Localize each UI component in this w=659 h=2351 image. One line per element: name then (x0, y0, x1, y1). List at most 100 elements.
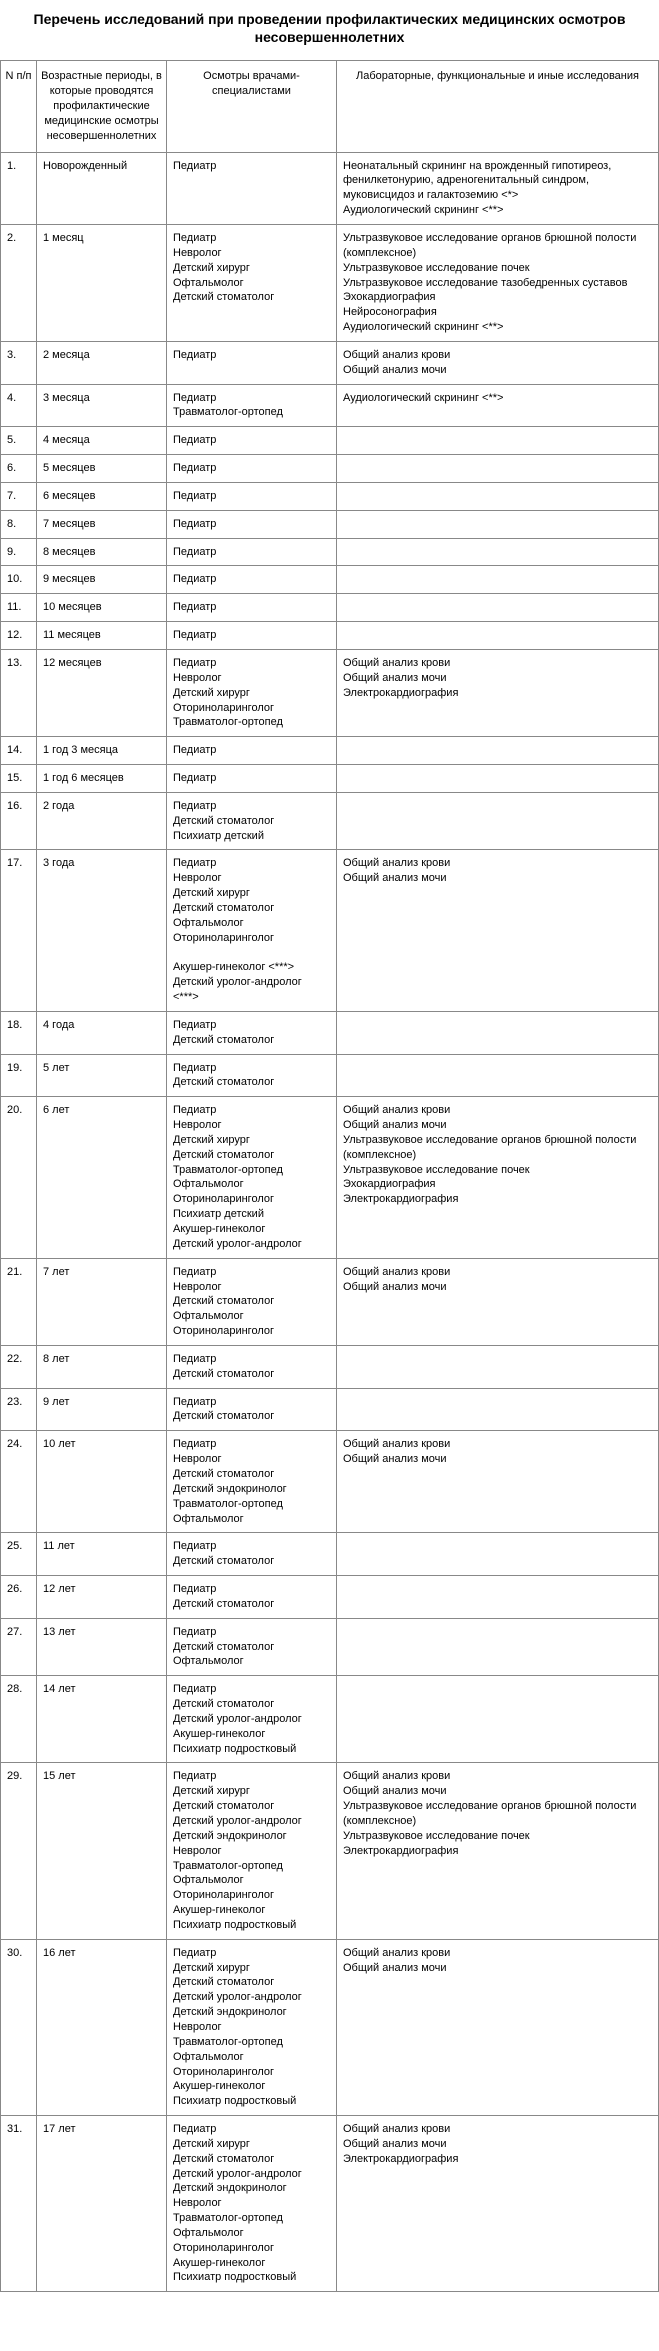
cell-num: 10. (1, 566, 37, 594)
cell-doctors: ПедиатрНеврологДетский хирургДетский сто… (167, 1097, 337, 1258)
cell-doctors: Педиатр (167, 510, 337, 538)
cell-age: 10 лет (37, 1431, 167, 1533)
cell-num: 7. (1, 482, 37, 510)
cell-age: 5 лет (37, 1054, 167, 1097)
table-row: 28.14 летПедиатрДетский стоматологДетски… (1, 1676, 659, 1763)
cell-labs: Общий анализ кровиОбщий анализ мочи (337, 1431, 659, 1533)
cell-num: 30. (1, 1939, 37, 2115)
table-row: 7.6 месяцевПедиатр (1, 482, 659, 510)
cell-labs: Общий анализ кровиОбщий анализ мочи (337, 1939, 659, 2115)
cell-num: 25. (1, 1533, 37, 1576)
cell-num: 21. (1, 1258, 37, 1345)
cell-num: 28. (1, 1676, 37, 1763)
cell-age: 9 лет (37, 1388, 167, 1431)
cell-age: 1 год 6 месяцев (37, 765, 167, 793)
cell-num: 15. (1, 765, 37, 793)
cell-labs: Общий анализ кровиОбщий анализ мочи (337, 850, 659, 1011)
document-title: Перечень исследований при проведении про… (0, 0, 659, 60)
cell-age: 3 месяца (37, 384, 167, 427)
cell-num: 5. (1, 427, 37, 455)
table-row: 18.4 годаПедиатрДетский стоматолог (1, 1011, 659, 1054)
cell-doctors: ПедиатрНеврологДетский хирургДетский сто… (167, 850, 337, 1011)
table-row: 22.8 летПедиатрДетский стоматолог (1, 1345, 659, 1388)
table-row: 31.17 летПедиатрДетский хирургДетский ст… (1, 2116, 659, 2292)
cell-labs: Неонатальный скрининг на врожденный гипо… (337, 152, 659, 224)
cell-labs: Аудиологический скрининг <**> (337, 384, 659, 427)
cell-labs: Общий анализ кровиОбщий анализ мочиУльтр… (337, 1763, 659, 1939)
cell-labs (337, 622, 659, 650)
table-row: 2.1 месяцПедиатрНеврологДетский хирургОф… (1, 224, 659, 341)
cell-num: 17. (1, 850, 37, 1011)
cell-age: 8 лет (37, 1345, 167, 1388)
cell-age: 17 лет (37, 2116, 167, 2292)
cell-doctors: ПедиатрДетский стоматологОфтальмолог (167, 1618, 337, 1676)
cell-labs (337, 1533, 659, 1576)
cell-age: 10 месяцев (37, 594, 167, 622)
cell-labs (337, 792, 659, 850)
cell-labs (337, 1618, 659, 1676)
cell-age: 7 месяцев (37, 510, 167, 538)
table-row: 4.3 месяцаПедиатрТравматолог-ортопедАуди… (1, 384, 659, 427)
table-row: 10.9 месяцевПедиатр (1, 566, 659, 594)
cell-num: 23. (1, 1388, 37, 1431)
table-row: 8.7 месяцевПедиатр (1, 510, 659, 538)
cell-age: 9 месяцев (37, 566, 167, 594)
cell-num: 26. (1, 1576, 37, 1619)
cell-age: 15 лет (37, 1763, 167, 1939)
table-row: 5.4 месяцаПедиатр (1, 427, 659, 455)
cell-doctors: ПедиатрДетский стоматолог (167, 1576, 337, 1619)
cell-num: 22. (1, 1345, 37, 1388)
cell-doctors: ПедиатрДетский хирургДетский стоматологД… (167, 1763, 337, 1939)
cell-age: 14 лет (37, 1676, 167, 1763)
cell-num: 14. (1, 737, 37, 765)
cell-labs: Общий анализ кровиОбщий анализ мочи (337, 1258, 659, 1345)
cell-age: 12 месяцев (37, 650, 167, 737)
cell-doctors: ПедиатрНеврологДетский хирургОфтальмолог… (167, 224, 337, 341)
cell-labs (337, 594, 659, 622)
table-row: 1.НоворожденныйПедиатрНеонатальный скрин… (1, 152, 659, 224)
cell-num: 8. (1, 510, 37, 538)
cell-num: 12. (1, 622, 37, 650)
cell-doctors: Педиатр (167, 427, 337, 455)
cell-num: 24. (1, 1431, 37, 1533)
cell-num: 19. (1, 1054, 37, 1097)
cell-age: 5 месяцев (37, 455, 167, 483)
cell-labs (337, 510, 659, 538)
cell-age: 13 лет (37, 1618, 167, 1676)
cell-age: 4 месяца (37, 427, 167, 455)
table-row: 15.1 год 6 месяцевПедиатр (1, 765, 659, 793)
cell-doctors: Педиатр (167, 482, 337, 510)
table-row: 25.11 летПедиатрДетский стоматолог (1, 1533, 659, 1576)
cell-num: 29. (1, 1763, 37, 1939)
cell-doctors: Педиатр (167, 622, 337, 650)
cell-doctors: ПедиатрДетский стоматолог (167, 1011, 337, 1054)
cell-doctors: Педиатр (167, 737, 337, 765)
cell-age: 1 год 3 месяца (37, 737, 167, 765)
cell-doctors: ПедиатрТравматолог-ортопед (167, 384, 337, 427)
cell-labs (337, 1576, 659, 1619)
table-row: 6.5 месяцевПедиатр (1, 455, 659, 483)
cell-doctors: Педиатр (167, 152, 337, 224)
table-row: 16.2 годаПедиатрДетский стоматологПсихиа… (1, 792, 659, 850)
header-age: Возрастные периоды, в которые проводятся… (37, 61, 167, 152)
cell-num: 11. (1, 594, 37, 622)
cell-doctors: ПедиатрНеврологДетский стоматологДетский… (167, 1431, 337, 1533)
cell-doctors: ПедиатрДетский стоматолог (167, 1345, 337, 1388)
table-row: 19.5 летПедиатрДетский стоматолог (1, 1054, 659, 1097)
table-row: 30.16 летПедиатрДетский хирургДетский ст… (1, 1939, 659, 2115)
cell-num: 31. (1, 2116, 37, 2292)
cell-age: Новорожденный (37, 152, 167, 224)
cell-doctors: ПедиатрДетский стоматологДетский уролог-… (167, 1676, 337, 1763)
cell-age: 2 месяца (37, 341, 167, 384)
cell-age: 6 лет (37, 1097, 167, 1258)
cell-doctors: ПедиатрДетский хирургДетский стоматологД… (167, 1939, 337, 2115)
cell-age: 12 лет (37, 1576, 167, 1619)
cell-doctors: Педиатр (167, 341, 337, 384)
exam-table: N п/п Возрастные периоды, в которые пров… (0, 60, 659, 2292)
cell-labs (337, 737, 659, 765)
cell-age: 7 лет (37, 1258, 167, 1345)
cell-age: 4 года (37, 1011, 167, 1054)
table-row: 21.7 летПедиатрНеврологДетский стоматоло… (1, 1258, 659, 1345)
cell-num: 2. (1, 224, 37, 341)
cell-labs: Общий анализ кровиОбщий анализ мочиЭлект… (337, 650, 659, 737)
